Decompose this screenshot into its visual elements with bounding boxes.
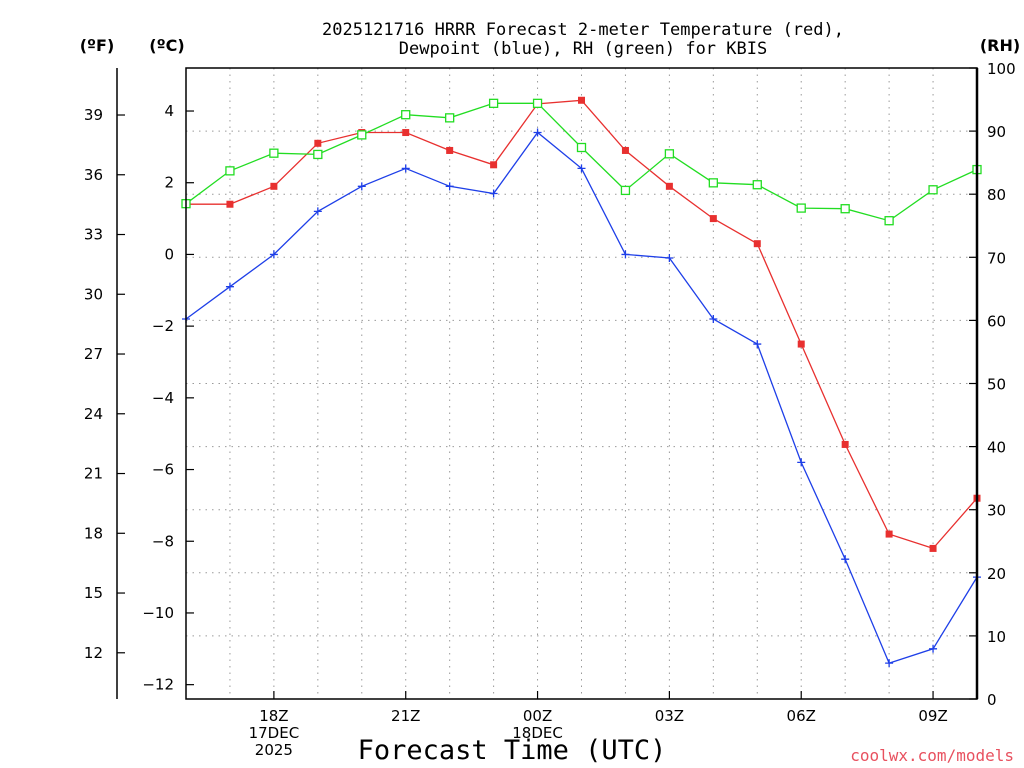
rh-tick-label: 30 <box>987 502 1006 520</box>
dewpoint-point <box>709 314 718 323</box>
dewpoint-point <box>313 207 322 216</box>
dewpoint-point <box>841 555 850 564</box>
rh-point <box>928 185 938 195</box>
celsius-tick-label: −8 <box>152 532 174 550</box>
axis-ticks: 420−2−4−6−8−10−1239363330272421181512100… <box>84 60 1016 759</box>
dewpoint-point <box>929 644 938 653</box>
dewpoint-point <box>225 282 234 291</box>
dewpoint-point <box>665 254 674 263</box>
rh-point <box>840 204 850 214</box>
temperature-point <box>797 340 805 348</box>
rh-point <box>576 142 587 153</box>
dewpoint-point <box>533 128 542 137</box>
rh-tick-label: 50 <box>987 376 1006 394</box>
credit-text: coolwx.com/models <box>850 746 1014 765</box>
celsius-tick-label: −10 <box>142 604 174 622</box>
temperature-point <box>753 240 761 248</box>
celsius-tick-label: 0 <box>164 245 174 263</box>
fahrenheit-tick-label: 39 <box>84 106 103 124</box>
dewpoint-point <box>797 458 806 467</box>
x-tick-label: 21Z <box>391 707 420 725</box>
x-tick-label: 18Z <box>259 707 288 725</box>
rh-tick-label: 10 <box>987 628 1006 646</box>
fahrenheit-tick-label: 27 <box>84 345 103 363</box>
fahrenheit-tick-label: 33 <box>84 226 103 244</box>
rh-point <box>884 216 894 226</box>
temperature-point <box>446 146 454 154</box>
rh-tick-label: 20 <box>987 565 1006 583</box>
temperature-point <box>490 161 498 169</box>
dewpoint-point <box>445 182 454 191</box>
fahrenheit-tick-label: 21 <box>84 465 103 483</box>
temperature-point <box>314 139 322 147</box>
rh-tick-label: 70 <box>987 249 1006 267</box>
celsius-tick-label: −6 <box>152 461 174 479</box>
rh-point <box>488 98 499 108</box>
rh-tick-label: 0 <box>987 691 997 709</box>
temperature-point <box>270 182 278 190</box>
celsius-tick-label: −4 <box>152 389 174 407</box>
rh-point <box>357 130 367 140</box>
rh-point <box>796 203 806 213</box>
celsius-tick-label: 4 <box>164 102 174 120</box>
rh-tick-label: 80 <box>987 186 1006 204</box>
rh-tick-label: 100 <box>987 60 1016 78</box>
x-tick-label: 2025 <box>255 741 293 759</box>
celsius-tick-label: −2 <box>152 317 174 335</box>
temperature-point <box>621 146 629 154</box>
dewpoint-point <box>885 659 894 668</box>
x-axis-label: Forecast Time (UTC) <box>358 735 667 766</box>
rh-point <box>532 98 543 108</box>
temperature-point <box>402 129 410 137</box>
x-tick-label: 00Z <box>523 707 552 725</box>
temperature-point <box>709 215 717 223</box>
temperature-point <box>841 440 849 448</box>
temperature-point <box>885 530 893 538</box>
rh-point <box>620 185 631 196</box>
temperature-point <box>226 200 234 208</box>
celsius-tick-label: 2 <box>164 174 174 192</box>
x-tick-label: 17DEC <box>249 724 300 742</box>
dewpoint-point <box>269 250 278 259</box>
rh-tick-label: 40 <box>987 439 1006 457</box>
temperature-point <box>578 96 585 104</box>
dewpoint-point <box>489 189 498 198</box>
grid-lines <box>186 68 977 699</box>
fahrenheit-tick-label: 15 <box>84 584 103 602</box>
dewpoint-point <box>621 250 630 259</box>
rh-point <box>401 110 411 120</box>
rh-tick-label: 90 <box>987 123 1006 141</box>
x-tick-label: 18DEC <box>512 724 563 742</box>
fahrenheit-tick-label: 24 <box>84 405 103 423</box>
chart-title-line1: 2025121716 HRRR Forecast 2-meter Tempera… <box>322 20 844 40</box>
plot-frame <box>185 67 978 700</box>
rh-point <box>445 113 455 123</box>
fahrenheit-tick-label: 12 <box>84 644 103 662</box>
fahrenheit-tick-label: 36 <box>84 166 103 184</box>
x-tick-label: 03Z <box>655 707 684 725</box>
fahrenheit-tick-label: 30 <box>84 285 103 303</box>
celsius-tick-label: −12 <box>142 676 174 694</box>
fahrenheit-tick-label: 18 <box>84 524 103 542</box>
rh-tick-label: 60 <box>987 312 1006 330</box>
rh-point <box>708 178 718 188</box>
rh-point <box>664 149 675 159</box>
fahrenheit-axis-label: (ºF) <box>80 36 115 55</box>
rh-point <box>313 149 323 160</box>
dewpoint-point <box>753 340 762 349</box>
rh-point <box>269 148 279 158</box>
rh-point <box>752 180 762 190</box>
dewpoint-point <box>401 164 410 173</box>
rh-axis-label: (RH) <box>980 36 1020 55</box>
rh-point <box>225 166 235 176</box>
celsius-axis-label: (ºC) <box>149 36 184 55</box>
temperature-point <box>929 544 937 552</box>
chart-title-line2: Dewpoint (blue), RH (green) for KBIS <box>399 39 767 59</box>
dewpoint-point <box>577 164 586 173</box>
temperature-point <box>665 182 673 190</box>
dewpoint-point <box>357 182 366 191</box>
x-tick-label: 06Z <box>787 707 816 725</box>
x-tick-label: 09Z <box>918 707 947 725</box>
